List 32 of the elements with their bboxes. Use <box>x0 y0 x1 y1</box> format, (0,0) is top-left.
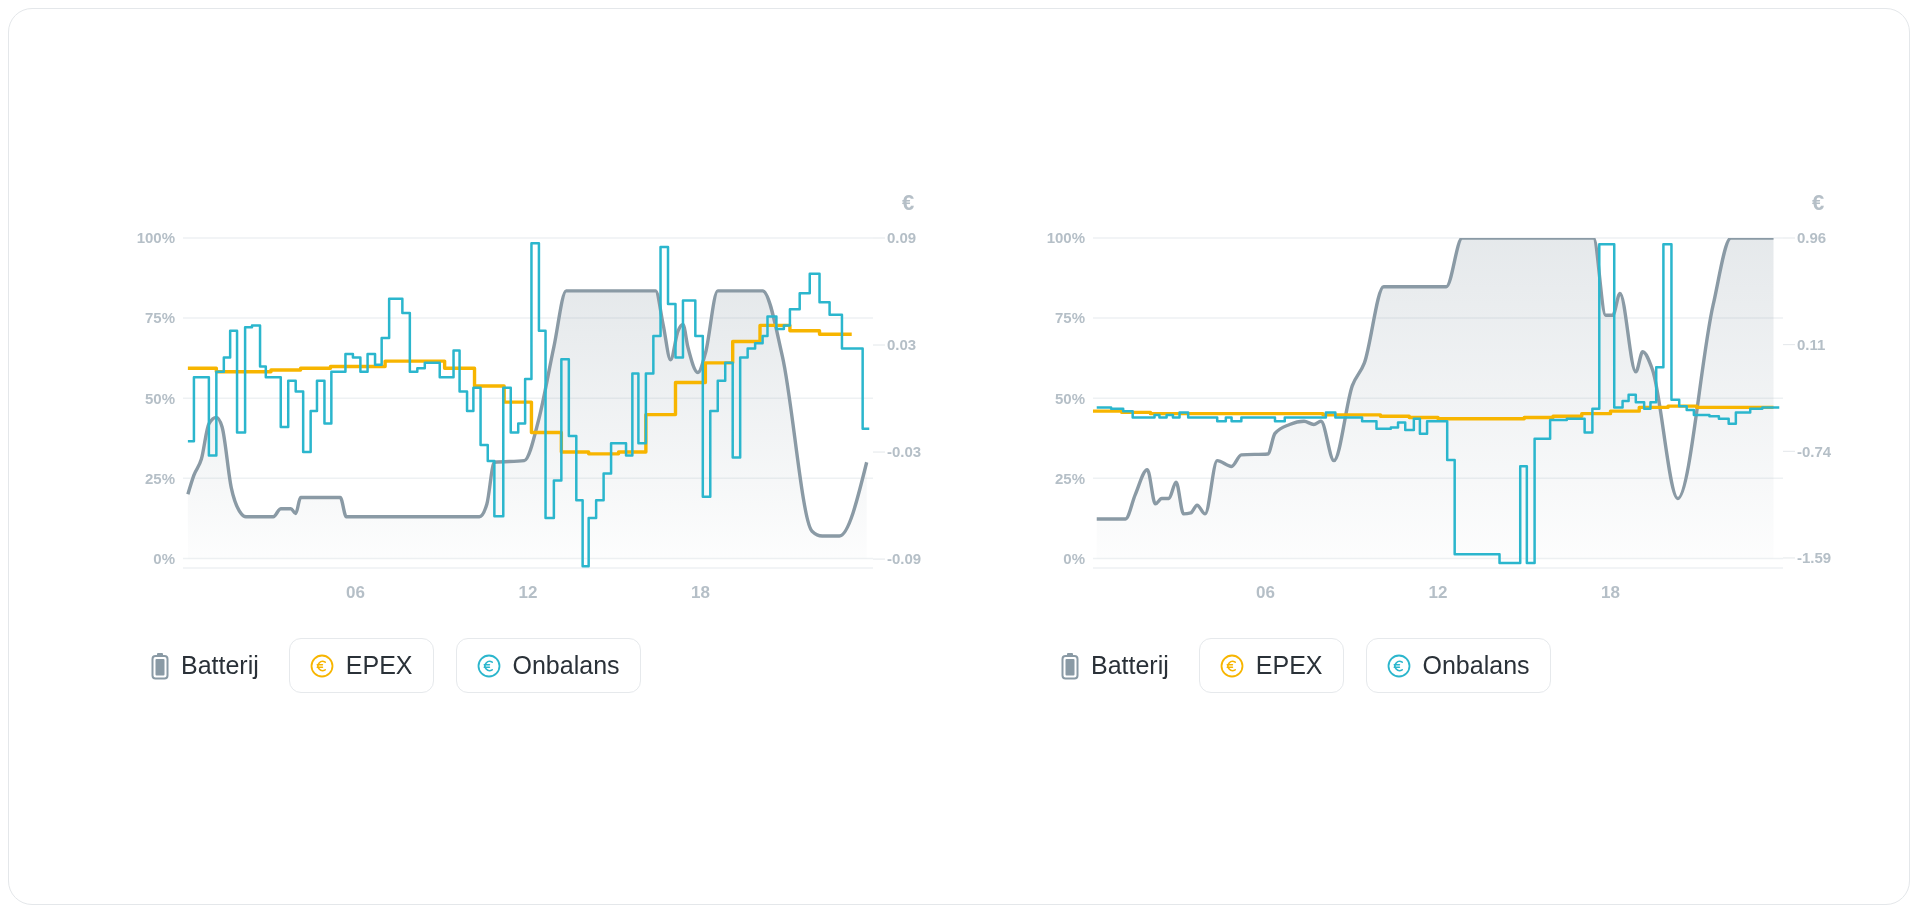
y2-tick-label: 0.11 <box>1797 335 1826 353</box>
legend-label: Batterij <box>181 651 259 680</box>
legend-label: EPEX <box>345 651 413 680</box>
y-tick-label: 50% <box>144 389 175 407</box>
y-tick-label: 25% <box>1054 469 1085 487</box>
legend-label: Onbalans <box>1422 651 1530 680</box>
y-tick-label: 75% <box>144 309 175 327</box>
x-tick-label: 12 <box>518 583 538 602</box>
legend-label: Onbalans <box>512 651 620 680</box>
y2-tick-label: 0.96 <box>1797 229 1827 247</box>
y2-tick-label: -0.09 <box>887 550 922 568</box>
y2-tick-label: 0.03 <box>887 336 917 354</box>
y-tick-label: 25% <box>144 469 175 487</box>
y-tick-label: 0% <box>153 549 175 567</box>
x-tick-label: 18 <box>691 583 710 602</box>
y2-tick-label: -0.74 <box>1797 442 1832 460</box>
y2-axis-title: € <box>1811 190 1825 215</box>
legend-label: Batterij <box>1091 651 1169 680</box>
x-tick-label: 18 <box>1601 583 1620 602</box>
y-tick-label: 100% <box>136 229 175 247</box>
y-tick-label: 100% <box>1046 229 1085 247</box>
x-tick-label: 12 <box>1428 583 1448 602</box>
y2-axis-title: € <box>901 190 915 215</box>
legend-label: EPEX <box>1255 651 1323 680</box>
y-tick-label: 0% <box>1063 549 1085 567</box>
y-tick-label: 75% <box>1054 309 1085 327</box>
y2-tick-label: -1.59 <box>1797 549 1832 567</box>
y2-tick-label: -0.03 <box>887 443 922 461</box>
y2-tick-label: 0.09 <box>887 229 917 247</box>
x-tick-label: 06 <box>346 583 365 602</box>
x-tick-label: 06 <box>1256 583 1275 602</box>
y-tick-label: 50% <box>1054 389 1085 407</box>
